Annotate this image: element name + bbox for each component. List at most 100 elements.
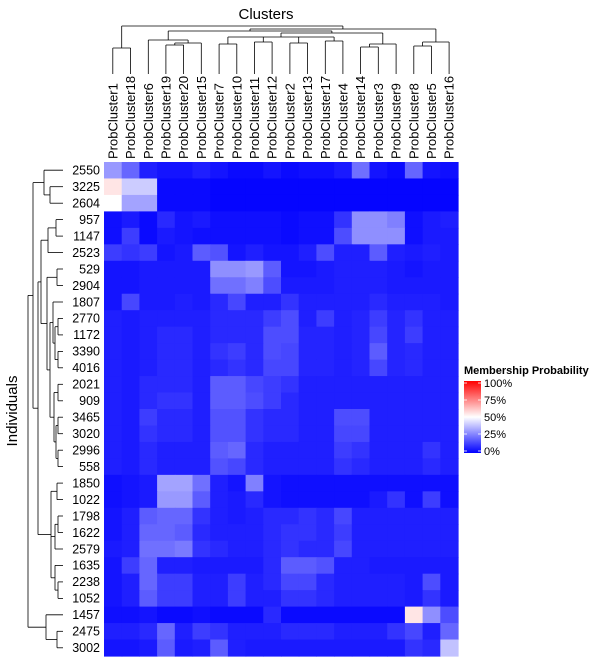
heatmap-cell bbox=[104, 310, 123, 328]
heatmap-cell bbox=[139, 277, 158, 295]
heatmap-cell bbox=[422, 491, 441, 509]
heatmap-cell bbox=[351, 507, 371, 525]
heatmap-cell bbox=[104, 590, 123, 608]
heatmap-cell bbox=[245, 162, 264, 180]
heatmap-cell bbox=[245, 244, 264, 262]
heatmap-cell bbox=[404, 573, 424, 591]
heatmap-cell bbox=[351, 376, 371, 394]
legend-tick-label: 25% bbox=[484, 429, 506, 441]
heatmap-cell bbox=[387, 260, 406, 278]
heatmap-cell bbox=[404, 507, 424, 525]
heatmap-cell bbox=[121, 557, 140, 575]
heatmap-cell bbox=[351, 277, 371, 295]
heatmap-cell bbox=[210, 590, 229, 608]
heatmap-cell bbox=[281, 211, 300, 229]
heatmap-cell bbox=[104, 474, 123, 492]
heatmap-cell bbox=[334, 606, 353, 624]
heatmap-cell bbox=[227, 376, 247, 394]
heatmap-cell bbox=[351, 227, 371, 245]
heatmap-cell bbox=[121, 623, 140, 641]
row-label: 2523 bbox=[72, 246, 100, 260]
heatmap-cell bbox=[334, 293, 353, 311]
heatmap-cell bbox=[210, 178, 229, 196]
heatmap-cell bbox=[263, 310, 282, 328]
heatmap-cell bbox=[192, 409, 211, 427]
heatmap-cell bbox=[316, 507, 335, 525]
heatmap-cell bbox=[157, 343, 176, 361]
heatmap-cell bbox=[298, 359, 317, 377]
row-label: 2550 bbox=[72, 164, 100, 178]
heatmap-cell bbox=[316, 557, 335, 575]
heatmap-cell bbox=[440, 376, 459, 394]
heatmap-cell bbox=[351, 557, 371, 575]
heatmap-cell bbox=[174, 178, 194, 196]
heatmap-cell bbox=[298, 540, 317, 558]
chart-title: Clusters bbox=[238, 6, 293, 23]
heatmap-cell bbox=[121, 376, 140, 394]
heatmap-cell bbox=[104, 326, 123, 344]
heatmap-cell bbox=[121, 573, 140, 591]
heatmap-cell bbox=[104, 211, 123, 229]
heatmap-cell bbox=[157, 277, 176, 295]
heatmap-cell bbox=[210, 409, 229, 427]
heatmap-cell bbox=[192, 194, 211, 212]
heatmap-cell bbox=[369, 409, 388, 427]
heatmap-cell bbox=[157, 441, 176, 459]
heatmap-cell bbox=[192, 524, 211, 542]
heatmap-cell bbox=[440, 639, 459, 657]
heatmap-cell bbox=[121, 359, 140, 377]
heatmap-cell bbox=[121, 474, 140, 492]
heatmap-cell bbox=[157, 557, 176, 575]
heatmap-cell bbox=[316, 211, 335, 229]
heatmap-cell bbox=[121, 491, 140, 509]
heatmap-cell bbox=[104, 293, 123, 311]
heatmap-cell bbox=[210, 326, 229, 344]
heatmap-cell bbox=[104, 244, 123, 262]
heatmap-cell bbox=[245, 359, 264, 377]
heatmap-cell bbox=[139, 376, 158, 394]
heatmap-cell bbox=[192, 162, 211, 180]
heatmap-cell bbox=[387, 409, 406, 427]
heatmap-cell bbox=[422, 606, 441, 624]
row-label: 1172 bbox=[73, 328, 100, 342]
row-label: 2996 bbox=[72, 444, 100, 458]
heatmap-cell bbox=[157, 474, 176, 492]
heatmap-cell bbox=[174, 425, 194, 443]
heatmap-cell bbox=[334, 474, 353, 492]
heatmap-cell bbox=[192, 441, 211, 459]
heatmap-cell bbox=[404, 590, 424, 608]
heatmap-cell bbox=[227, 211, 247, 229]
heatmap-cell bbox=[104, 458, 123, 476]
heatmap-cell bbox=[104, 194, 123, 212]
heatmap-cell bbox=[422, 293, 441, 311]
column-label: ProbCluster18 bbox=[123, 76, 138, 159]
heatmap-cell bbox=[316, 343, 335, 361]
heatmap-cell bbox=[440, 441, 459, 459]
heatmap-cell bbox=[263, 194, 282, 212]
heatmap-cell bbox=[369, 326, 388, 344]
heatmap-cell bbox=[281, 376, 300, 394]
heatmap-cell bbox=[316, 606, 335, 624]
heatmap-cell bbox=[440, 260, 459, 278]
heatmap-cell bbox=[334, 211, 353, 229]
heatmap-cell bbox=[104, 557, 123, 575]
heatmap-cell bbox=[422, 425, 441, 443]
heatmap-cell bbox=[351, 524, 371, 542]
heatmap-cell bbox=[334, 507, 353, 525]
heatmap-cell bbox=[263, 524, 282, 542]
heatmap-cell bbox=[263, 557, 282, 575]
heatmap-cell bbox=[104, 606, 123, 624]
heatmap-cell bbox=[351, 293, 371, 311]
heatmap-cell bbox=[157, 359, 176, 377]
heatmap-cell bbox=[298, 590, 317, 608]
column-label: ProbCluster15 bbox=[194, 76, 209, 159]
heatmap-cell bbox=[121, 277, 140, 295]
heatmap-cell bbox=[351, 178, 371, 196]
heatmap-cell bbox=[440, 458, 459, 476]
heatmap-cell bbox=[387, 244, 406, 262]
heatmap-cell bbox=[387, 162, 406, 180]
heatmap-cell bbox=[174, 557, 194, 575]
heatmap-cell bbox=[298, 557, 317, 575]
row-label: 529 bbox=[79, 262, 100, 276]
heatmap-cell bbox=[104, 392, 123, 410]
